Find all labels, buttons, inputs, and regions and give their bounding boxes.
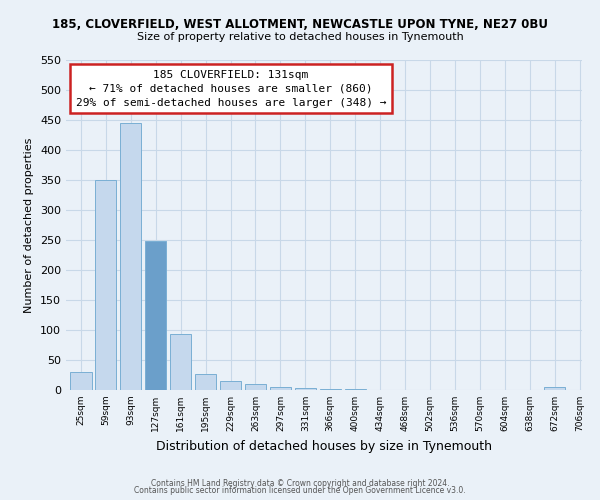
Text: 185, CLOVERFIELD, WEST ALLOTMENT, NEWCASTLE UPON TYNE, NE27 0BU: 185, CLOVERFIELD, WEST ALLOTMENT, NEWCAS… [52, 18, 548, 30]
Bar [170, 334, 191, 390]
Bar [95, 180, 116, 390]
Bar [120, 123, 142, 390]
Bar [320, 389, 341, 390]
Bar [270, 387, 291, 390]
Y-axis label: Number of detached properties: Number of detached properties [25, 138, 34, 312]
Text: 185 CLOVERFIELD: 131sqm
← 71% of detached houses are smaller (860)
29% of semi-d: 185 CLOVERFIELD: 131sqm ← 71% of detache… [76, 70, 386, 108]
Bar [70, 372, 92, 390]
Bar [220, 381, 241, 390]
Bar [145, 241, 166, 390]
Bar [544, 387, 565, 390]
Bar [245, 384, 266, 390]
Text: Contains public sector information licensed under the Open Government Licence v3: Contains public sector information licen… [134, 486, 466, 495]
X-axis label: Distribution of detached houses by size in Tynemouth: Distribution of detached houses by size … [156, 440, 492, 452]
Bar [195, 374, 216, 390]
Bar [295, 388, 316, 390]
Text: Contains HM Land Registry data © Crown copyright and database right 2024.: Contains HM Land Registry data © Crown c… [151, 478, 449, 488]
Text: Size of property relative to detached houses in Tynemouth: Size of property relative to detached ho… [137, 32, 463, 42]
